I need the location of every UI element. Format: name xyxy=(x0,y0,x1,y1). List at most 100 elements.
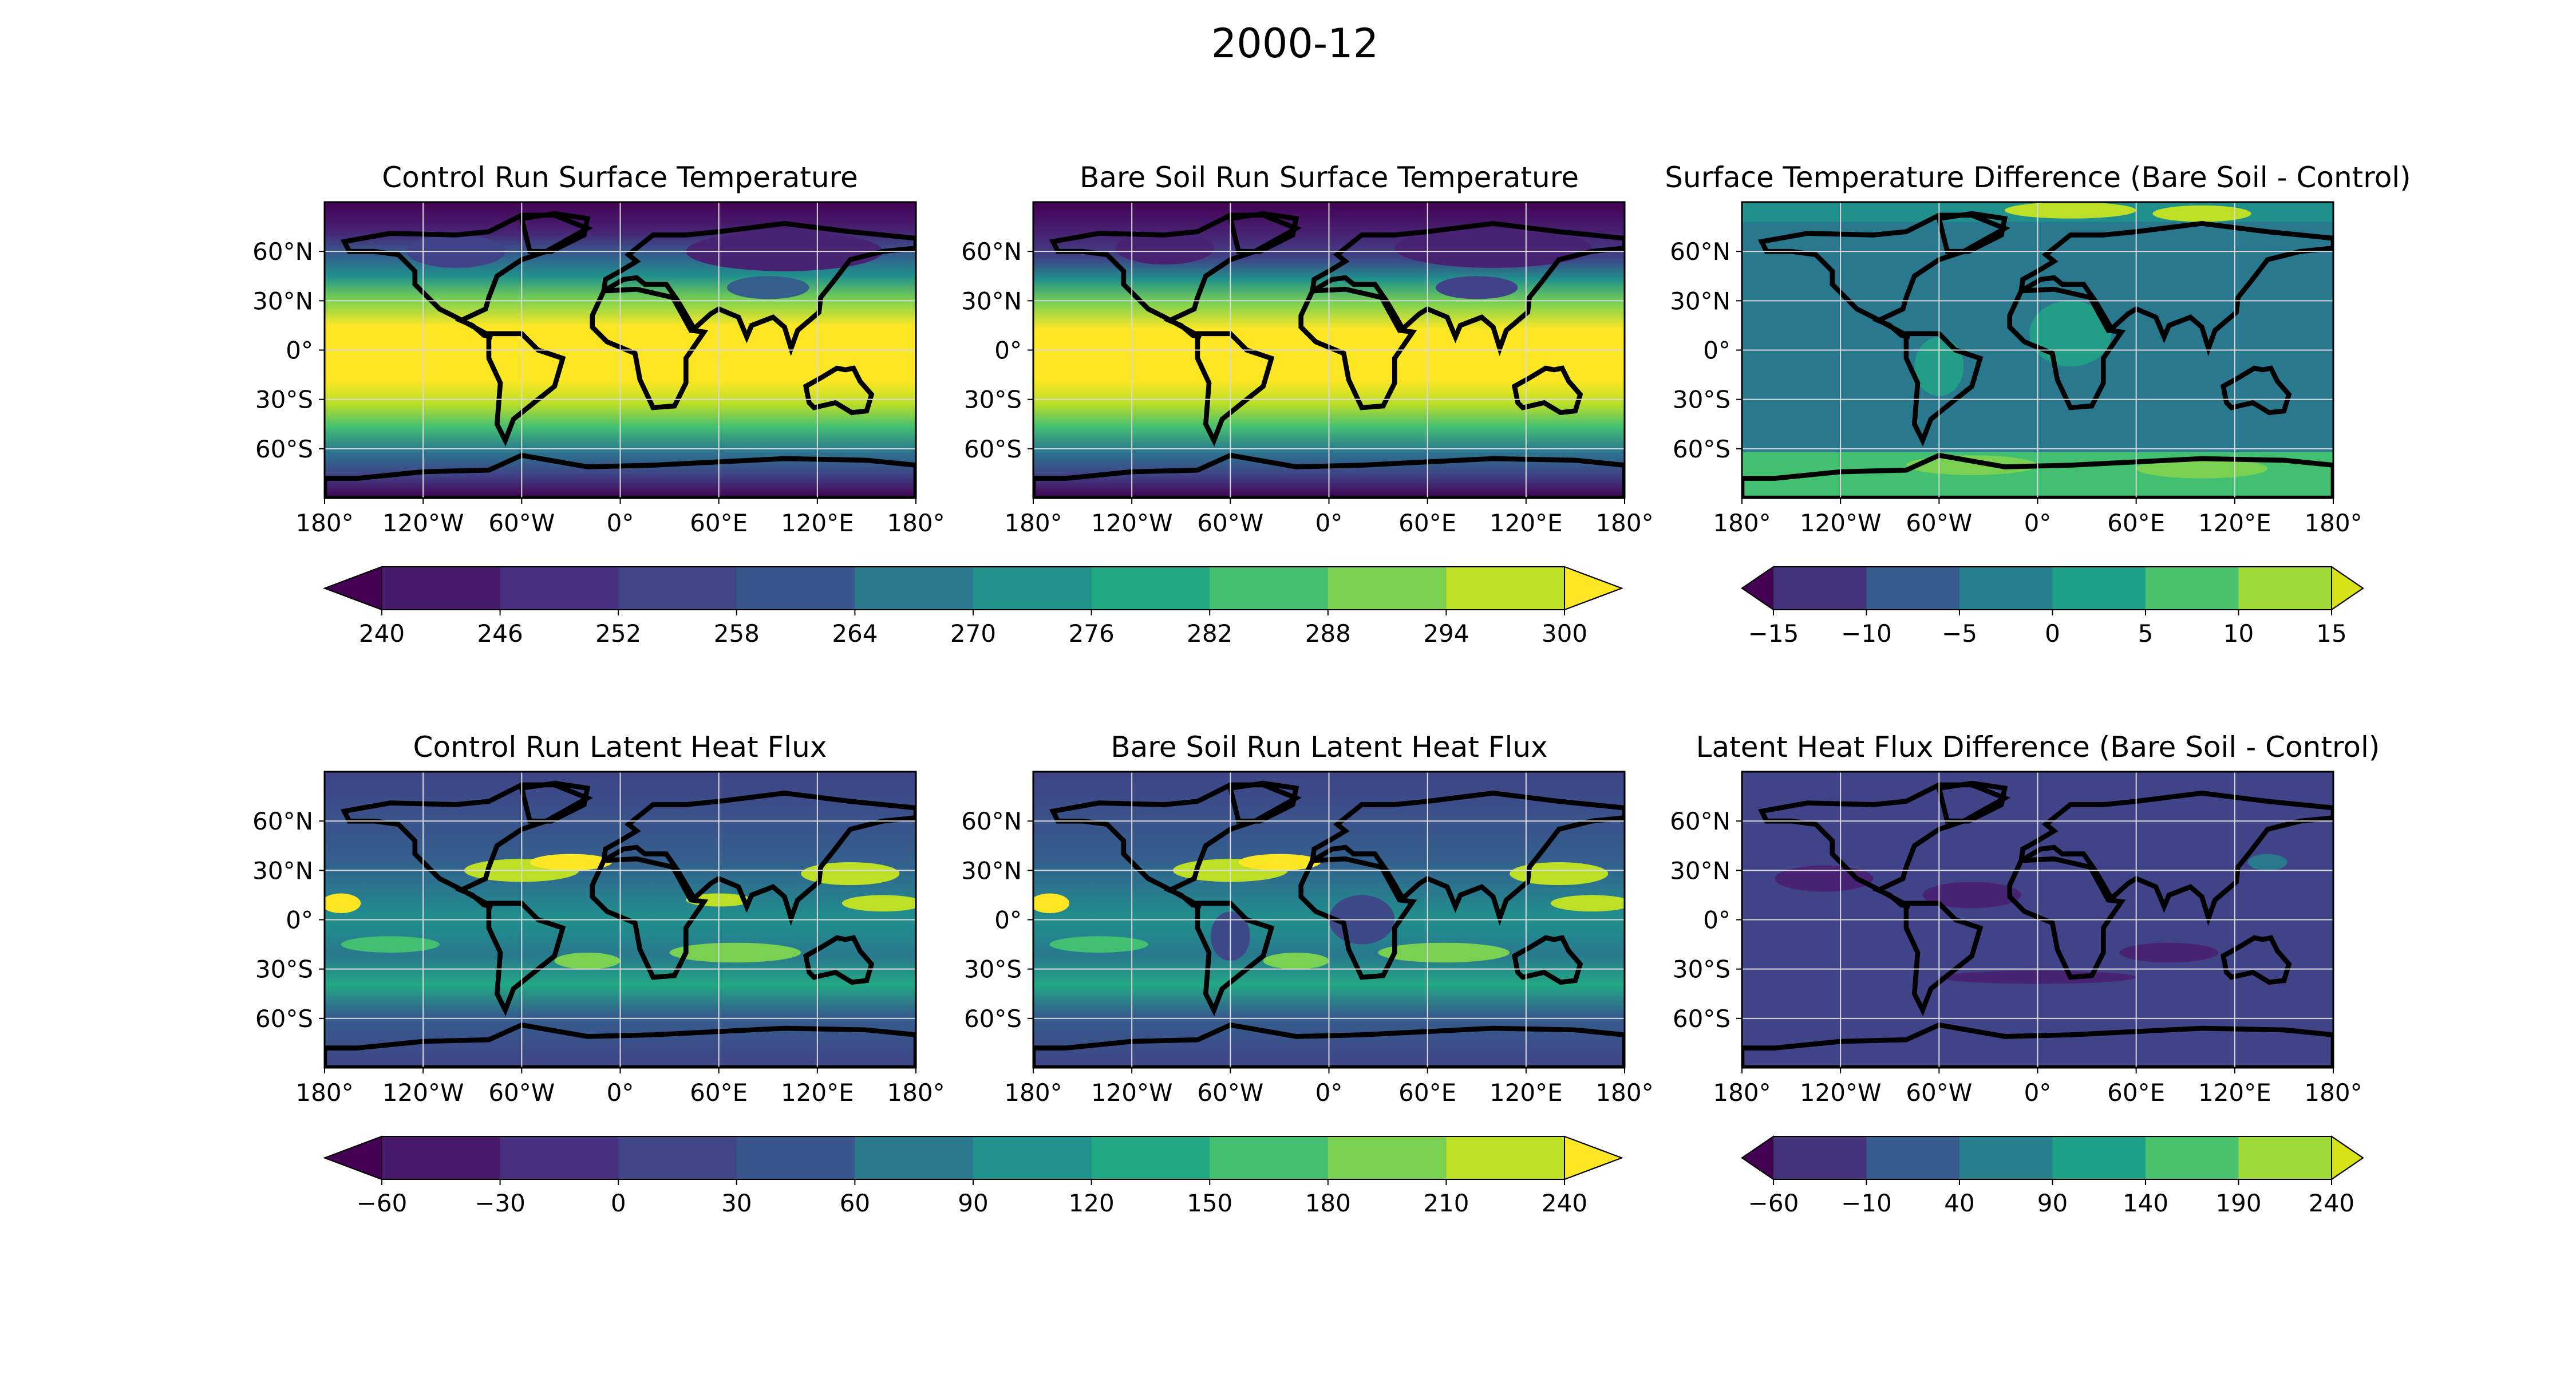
colorbar-tick-label: 264 xyxy=(832,619,878,647)
y-tick-label: 0° xyxy=(994,906,1022,934)
colorbar-tick-label: 90 xyxy=(958,1189,988,1217)
colorbar-segment xyxy=(1773,1136,1867,1179)
x-tick-label: 120°W xyxy=(1091,509,1173,537)
colorbar-segment xyxy=(1446,1136,1565,1179)
colorbar-segment xyxy=(1866,567,1960,610)
kuroshio-positive-anomaly xyxy=(2247,854,2287,871)
colorbar-tick-label: 282 xyxy=(1187,619,1232,647)
y-tick-label: 60°N xyxy=(1670,807,1730,835)
colorbar-tick-label: 240 xyxy=(1542,1189,1587,1217)
colorbar-segment xyxy=(1866,1136,1960,1179)
gridlines xyxy=(1742,772,2333,1068)
gridlines xyxy=(325,772,916,1068)
y-tick-label: 60°N xyxy=(1670,238,1730,266)
colorbar-tick-label: −10 xyxy=(1841,1189,1892,1217)
gridlines xyxy=(1742,202,2333,498)
panel-control-latent-heat-flux: Control Run Latent Heat Flux 180° 120°W 60… xyxy=(252,731,945,1107)
colorbar-tick-label: −15 xyxy=(1748,619,1799,647)
colorbar-segment xyxy=(855,567,974,610)
colorbar-segment xyxy=(500,567,619,610)
x-tick-label: 0° xyxy=(1315,1079,1343,1107)
colorbar-extend-high xyxy=(2331,566,2364,611)
tibet-cold-region xyxy=(1436,276,1518,299)
colorbar-segment xyxy=(1210,567,1329,610)
gridlines xyxy=(1033,772,1625,1068)
colorbar-extend-low xyxy=(323,566,382,611)
colorbar-segment xyxy=(736,567,855,610)
x-tick-label: 180° xyxy=(1004,509,1062,537)
colorbar-tick-label: −30 xyxy=(475,1189,526,1217)
panel-title: Control Run Latent Heat Flux xyxy=(413,731,827,764)
x-tick-label: 0° xyxy=(607,509,634,537)
panel-title: Latent Heat Flux Difference (Bare Soil -… xyxy=(1696,731,2380,764)
central-pacific-high xyxy=(325,893,361,914)
colorbar-tick-label: 0 xyxy=(2045,619,2060,647)
x-tick-label: 180° xyxy=(1713,1079,1771,1107)
colorbar-surface-temperature: 240 246 252 258 264 270 276 282 288 294 300 xyxy=(323,566,1623,647)
colorbar-segment xyxy=(973,567,1092,610)
y-tick-label: 60°S xyxy=(1673,1005,1730,1033)
x-tick-label: 0° xyxy=(2024,509,2052,537)
indian-negative-anomaly xyxy=(2119,942,2219,963)
panel-title: Bare Soil Run Surface Temperature xyxy=(1080,161,1579,194)
colorbar-segment xyxy=(973,1136,1092,1179)
x-tick-label: 180° xyxy=(1004,1079,1062,1107)
colorbar-segment xyxy=(855,1136,974,1179)
colorbar-segment xyxy=(1091,567,1210,610)
colorbar-tick-label: 240 xyxy=(2309,1189,2354,1217)
gridlines xyxy=(325,202,916,498)
x-tick-label: 180° xyxy=(295,509,353,537)
y-tick-label: 60°N xyxy=(252,238,313,266)
x-tick-label: 120°E xyxy=(2198,1079,2271,1107)
colorbar-extend-low xyxy=(323,1135,382,1180)
colorbar-extend-high xyxy=(2331,1135,2364,1180)
colorbar-extend-low xyxy=(1741,1135,1774,1180)
colorbar-segment xyxy=(736,1136,855,1179)
y-tick-label: 60°N xyxy=(252,807,313,835)
x-tick-label: 60°W xyxy=(1906,509,1972,537)
panel-latent-heat-flux-difference: Latent Heat Flux Difference (Bare Soil -… xyxy=(1670,731,2380,1107)
atlantic-negative-anomaly xyxy=(1922,882,2021,909)
colorbar-segment xyxy=(2146,567,2239,610)
south-atlantic-high xyxy=(1263,952,1329,969)
x-tick-label: 180° xyxy=(1595,1079,1653,1107)
x-tick-label: 180° xyxy=(2304,509,2362,537)
colorbar-tick-label: 180 xyxy=(1305,1189,1351,1217)
south-atlantic-high xyxy=(554,952,621,969)
colorbar-segment xyxy=(382,567,501,610)
colorbar-segment xyxy=(2238,567,2332,610)
y-tick-label: 60°S xyxy=(255,435,313,463)
central-pacific-high xyxy=(1033,893,1070,914)
canada-cold-region xyxy=(1115,231,1214,265)
y-tick-label: 30°N xyxy=(961,856,1022,885)
x-tick-label: 60°W xyxy=(1906,1079,1972,1107)
x-tick-label: 60°E xyxy=(2107,1079,2165,1107)
panel-title: Surface Temperature Difference (Bare Soi… xyxy=(1665,161,2411,194)
colorbar-segment xyxy=(1773,567,1867,610)
x-tick-label: 0° xyxy=(2024,1079,2052,1107)
colorbar-segment xyxy=(2146,1136,2239,1179)
panel-control-surface-temperature: Control Run Surface Temperature 180° 120°… xyxy=(252,161,945,537)
x-tick-label: 120°W xyxy=(1800,509,1882,537)
colorbar-segment xyxy=(618,1136,737,1179)
colorbar-tick-label: 5 xyxy=(2138,619,2154,647)
colorbar-segment xyxy=(1210,1136,1329,1179)
x-tick-label: 180° xyxy=(1713,509,1771,537)
tibet-cold-region xyxy=(727,276,809,299)
colorbar-segment xyxy=(2052,567,2146,610)
colorbar-tick-label: 150 xyxy=(1187,1189,1232,1217)
colorbar-extend-high xyxy=(1564,1135,1623,1180)
north-atlantic-high xyxy=(530,854,613,871)
colorbar-segment xyxy=(2238,1136,2332,1179)
y-tick-label: 60°N xyxy=(961,807,1022,835)
colorbar-tick-label: −60 xyxy=(1748,1189,1799,1217)
colorbar-tick-label: 252 xyxy=(595,619,641,647)
colorbar-latent-heat-flux: −60 −30 0 30 60 90 120 150 180 210 240 xyxy=(323,1135,1623,1217)
x-tick-label: 120°W xyxy=(1091,1079,1173,1107)
colorbar-tick-label: 60 xyxy=(840,1189,870,1217)
colorbar-tick-label: 294 xyxy=(1423,619,1469,647)
x-tick-label: 180° xyxy=(2304,1079,2362,1107)
kuroshio-high xyxy=(1510,862,1609,886)
x-tick-label: 60°W xyxy=(1197,1079,1263,1107)
panel-title: Control Run Surface Temperature xyxy=(382,161,858,194)
